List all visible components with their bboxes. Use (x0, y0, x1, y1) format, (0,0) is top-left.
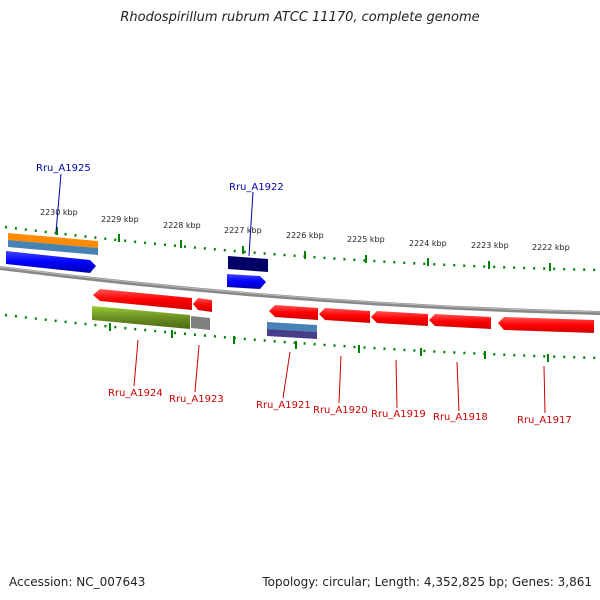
label-leader-line (282, 351, 291, 399)
genome-backbone-highlight (0, 266, 600, 313)
gene-label-rru-a1924[interactable]: Rru_A1924 (108, 388, 163, 399)
gene-rru-a1924-group[interactable] (92, 289, 192, 329)
tick-label: 2224 kbp (409, 239, 447, 248)
gene-label-rru-a1917[interactable]: Rru_A1917 (517, 415, 572, 426)
label-leader-line (55, 173, 62, 233)
tick-label: 2228 kbp (163, 221, 201, 230)
gene-rru-a1921-group[interactable] (267, 305, 318, 339)
label-leader-line (543, 365, 546, 414)
gene-rru-a1924-cds-olive[interactable] (92, 306, 190, 329)
gene-rru-a1923-cds-gray[interactable] (191, 316, 210, 330)
genome-backbone (0, 266, 600, 315)
gene-label-rru-a1919[interactable]: Rru_A1919 (371, 409, 426, 420)
genome-summary-text: Topology: circular; Length: 4,352,825 bp… (262, 575, 592, 589)
gene-rru-a1923-arrow[interactable] (193, 298, 212, 312)
upper-major-ticks (56, 227, 551, 271)
gene-rru-a1922-group[interactable] (227, 256, 268, 289)
gene-rru-a1922-arrow[interactable] (227, 274, 266, 289)
tick-label: 2226 kbp (286, 231, 324, 240)
gene-rru-a1921-arrow[interactable] (269, 305, 318, 320)
gene-label-rru-a1920[interactable]: Rru_A1920 (313, 405, 368, 416)
tick-label: 2230 kbp (40, 208, 78, 217)
gene-rru-a1918-group[interactable] (429, 314, 491, 329)
tick-label: 2225 kbp (347, 235, 385, 244)
gene-rru-a1924-arrow[interactable] (93, 289, 192, 310)
tick-label: 2229 kbp (101, 215, 139, 224)
gene-rru-a1923-group[interactable] (191, 298, 212, 330)
tick-label: 2223 kbp (471, 241, 509, 250)
gene-rru-a1925-cds-orange[interactable] (8, 233, 98, 248)
gene-label-rru-a1922[interactable]: Rru_A1922 (229, 182, 284, 193)
gene-rru-a1919-group[interactable] (371, 311, 428, 326)
gene-label-rru-a1923[interactable]: Rru_A1923 (169, 394, 224, 405)
gene-rru-a1919-arrow[interactable] (371, 311, 428, 326)
accession-text: Accession: NC_007643 (9, 575, 146, 589)
gene-label-rru-a1925[interactable]: Rru_A1925 (36, 163, 91, 174)
gene-rru-a1925-cds-steel[interactable] (8, 240, 98, 255)
label-leader-line (395, 359, 398, 409)
label-leader-line (194, 344, 200, 393)
gene-rru-a1917-arrow[interactable] (498, 317, 594, 333)
map-title: Rhodospirillum rubrum ATCC 11170, comple… (120, 10, 480, 25)
gene-rru-a1921-cds-steel[interactable] (267, 322, 317, 332)
label-leader-line (133, 339, 139, 387)
gene-rru-a1921-cds-slate[interactable] (267, 329, 317, 339)
tick-label: 2222 kbp (532, 243, 570, 252)
label-leader-line (456, 361, 460, 412)
gene-rru-a1922-cds-navy[interactable] (228, 256, 268, 272)
gene-rru-a1917-group[interactable] (498, 317, 594, 333)
gene-rru-a1925-arrow[interactable] (6, 251, 96, 273)
label-leader-line (248, 191, 254, 257)
tick-label: 2227 kbp (224, 226, 262, 235)
gene-rru-a1920-group[interactable] (319, 308, 370, 323)
label-leader-line (338, 355, 342, 404)
lower-major-ticks (109, 323, 549, 362)
gene-rru-a1920-arrow[interactable] (319, 308, 370, 323)
gene-label-rru-a1921[interactable]: Rru_A1921 (256, 400, 311, 411)
gene-rru-a1918-arrow[interactable] (429, 314, 491, 329)
gene-label-rru-a1918[interactable]: Rru_A1918 (433, 412, 488, 423)
gene-rru-a1925-group[interactable] (6, 233, 98, 273)
